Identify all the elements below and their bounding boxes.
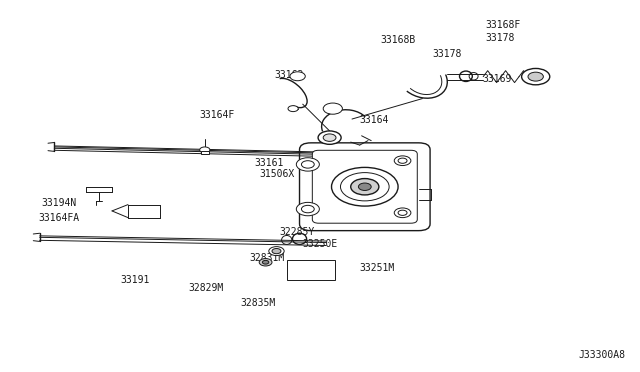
Circle shape	[269, 247, 284, 256]
Bar	[201, 151, 209, 154]
Text: 33161: 33161	[254, 158, 284, 167]
Circle shape	[288, 106, 298, 112]
Bar	[287, 260, 335, 280]
Circle shape	[318, 131, 341, 144]
Text: 33178: 33178	[432, 49, 461, 58]
Text: 32829M: 32829M	[189, 283, 224, 293]
Text: 33168F: 33168F	[485, 20, 520, 30]
Text: 32285Y: 32285Y	[280, 227, 315, 237]
Text: 33251M: 33251M	[360, 263, 395, 273]
Circle shape	[340, 173, 389, 201]
Text: 33191: 33191	[120, 275, 150, 285]
Text: 32831M: 32831M	[250, 253, 285, 263]
Circle shape	[323, 103, 342, 114]
Circle shape	[351, 179, 379, 195]
Text: 33178: 33178	[485, 33, 515, 43]
Text: 33168B: 33168B	[380, 35, 415, 45]
FancyBboxPatch shape	[300, 143, 430, 231]
Text: 33164: 33164	[360, 115, 389, 125]
Text: 33194N: 33194N	[42, 199, 77, 208]
Circle shape	[296, 202, 319, 216]
Text: J33300A8: J33300A8	[579, 350, 626, 360]
Text: 33162: 33162	[274, 70, 303, 80]
Text: 32835M: 32835M	[240, 298, 275, 308]
Text: 31506X: 31506X	[259, 169, 294, 179]
Circle shape	[358, 183, 371, 190]
Circle shape	[296, 158, 319, 171]
Circle shape	[290, 72, 305, 81]
FancyBboxPatch shape	[312, 150, 417, 223]
Circle shape	[200, 147, 210, 153]
Circle shape	[332, 167, 398, 206]
Text: 33169: 33169	[483, 74, 512, 84]
Circle shape	[272, 248, 281, 254]
Circle shape	[259, 259, 272, 266]
Circle shape	[528, 72, 543, 81]
Circle shape	[323, 134, 336, 141]
Circle shape	[522, 68, 550, 85]
Text: 33164FA: 33164FA	[38, 214, 79, 223]
Text: 33164F: 33164F	[200, 110, 235, 119]
Text: 33250E: 33250E	[302, 240, 337, 249]
Circle shape	[262, 260, 269, 264]
